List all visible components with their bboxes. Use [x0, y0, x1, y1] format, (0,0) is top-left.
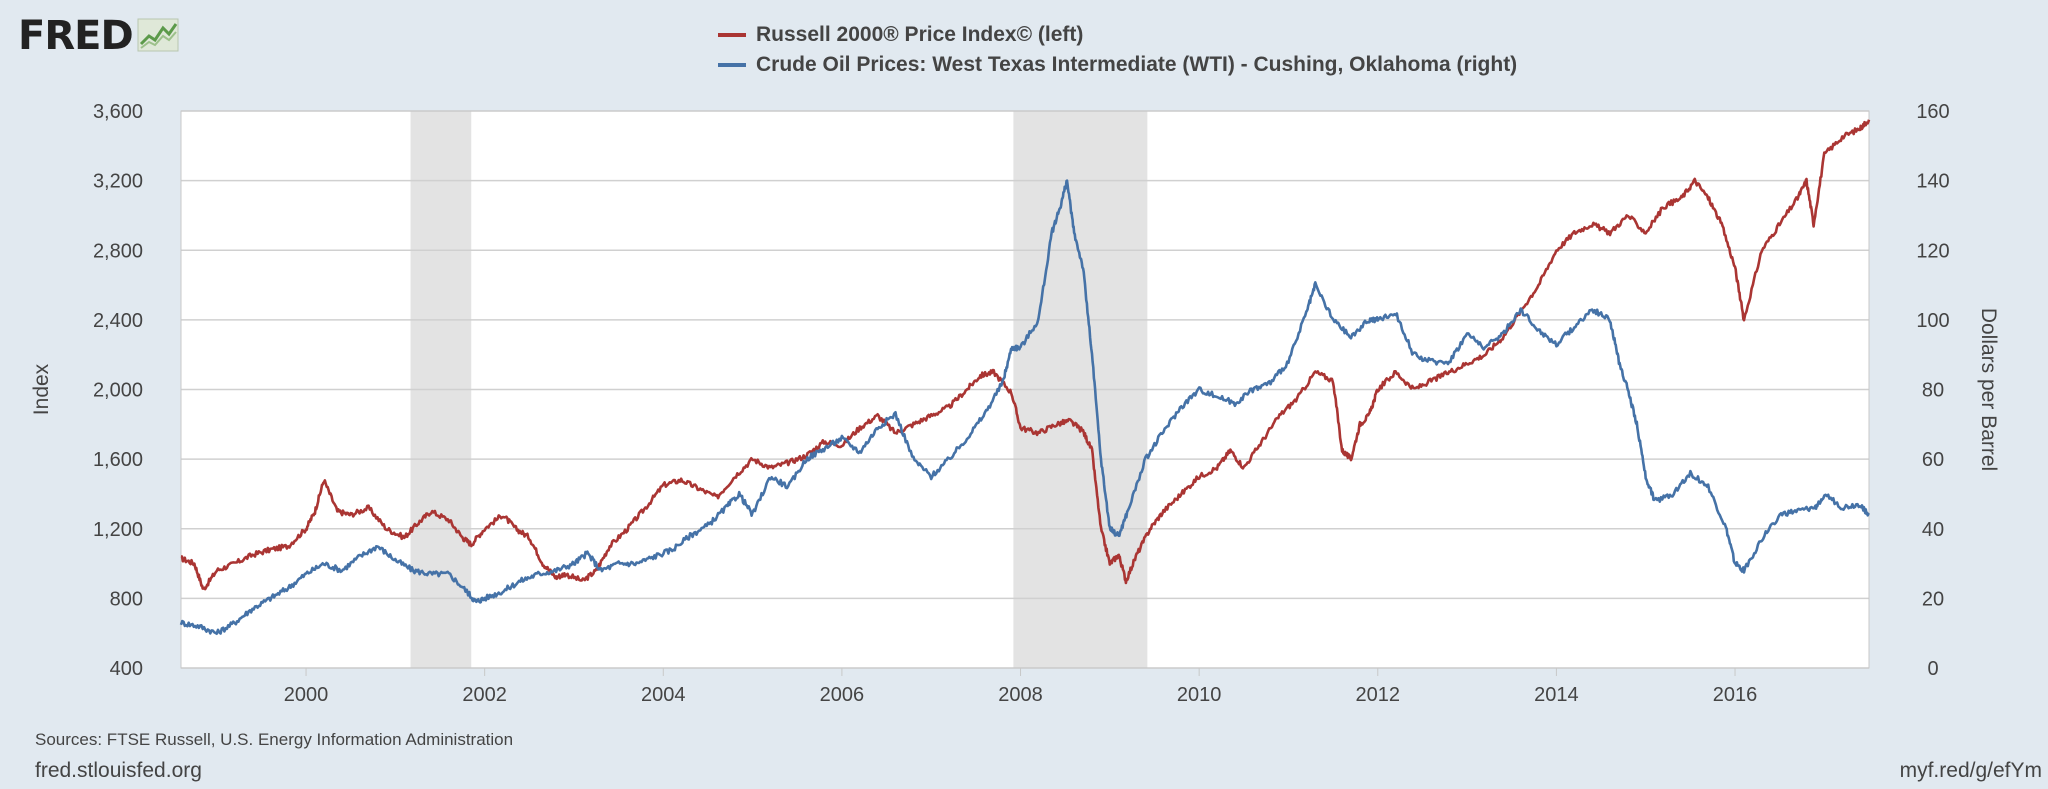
y2-axis-label: Dollars per Barrel: [1977, 308, 2000, 471]
y2-tick-label: 120: [1916, 240, 1949, 262]
y2-tick-label: 140: [1916, 171, 1949, 193]
legend-label-wti: Crude Oil Prices: West Texas Intermediat…: [756, 53, 1518, 76]
y-tick-label: 400: [110, 658, 143, 680]
y-tick-label: 2,000: [93, 380, 143, 402]
wti-crude-oil-line: [179, 179, 1870, 636]
y-tick-label: 2,800: [93, 240, 143, 262]
x-tick-label: 2010: [1177, 684, 1222, 706]
y-tick-label: 3,200: [93, 171, 143, 193]
y2-tick-label: 80: [1922, 380, 1944, 402]
plot-border: [180, 110, 1870, 669]
y-tick-label: 1,200: [93, 519, 143, 541]
y-tick-label: 2,400: [93, 310, 143, 332]
x-tick-label: 2002: [462, 684, 507, 706]
legend-item-russell[interactable]: Russell 2000® Price Index© (left): [718, 20, 1517, 50]
x-tick-label: 2012: [1356, 684, 1401, 706]
y2-tick-label: 160: [1916, 101, 1949, 123]
x-tick-label: 2008: [998, 684, 1043, 706]
legend-item-wti[interactable]: Crude Oil Prices: West Texas Intermediat…: [718, 50, 1517, 80]
x-tick-label: 2014: [1534, 684, 1579, 706]
legend-swatch-wti: [718, 63, 746, 67]
sources-note: Sources: FTSE Russell, U.S. Energy Infor…: [35, 730, 514, 749]
y2-tick-label: 100: [1916, 310, 1949, 332]
y2-tick-label: 20: [1922, 588, 1944, 610]
y-tick-label: 3,600: [93, 101, 143, 123]
fred-logo[interactable]: FRED: [18, 14, 179, 58]
y-tick-label: 1,600: [93, 449, 143, 471]
y2-tick-label: 40: [1922, 519, 1944, 541]
legend-label-russell: Russell 2000® Price Index© (left): [756, 23, 1084, 46]
y-tick-label: 800: [110, 588, 143, 610]
x-tick-label: 2006: [820, 684, 865, 706]
x-tick-label: 2016: [1713, 684, 1758, 706]
chart-line-icon: [137, 18, 179, 57]
short-link[interactable]: myf.red/g/efYm: [1899, 759, 2042, 782]
legend-swatch-russell: [718, 33, 746, 37]
y2-tick-label: 0: [1927, 658, 1938, 680]
x-tick-label: 2004: [641, 684, 686, 706]
russell-2000-line: [180, 119, 1871, 591]
y2-tick-label: 60: [1922, 449, 1944, 471]
x-tick-label: 2000: [284, 684, 329, 706]
chart-legend: Russell 2000® Price Index© (left) Crude …: [718, 20, 1517, 80]
site-link[interactable]: fred.stlouisfed.org: [35, 759, 202, 782]
y-axis-label: Index: [30, 363, 53, 415]
fred-logo-text: FRED: [18, 13, 134, 59]
